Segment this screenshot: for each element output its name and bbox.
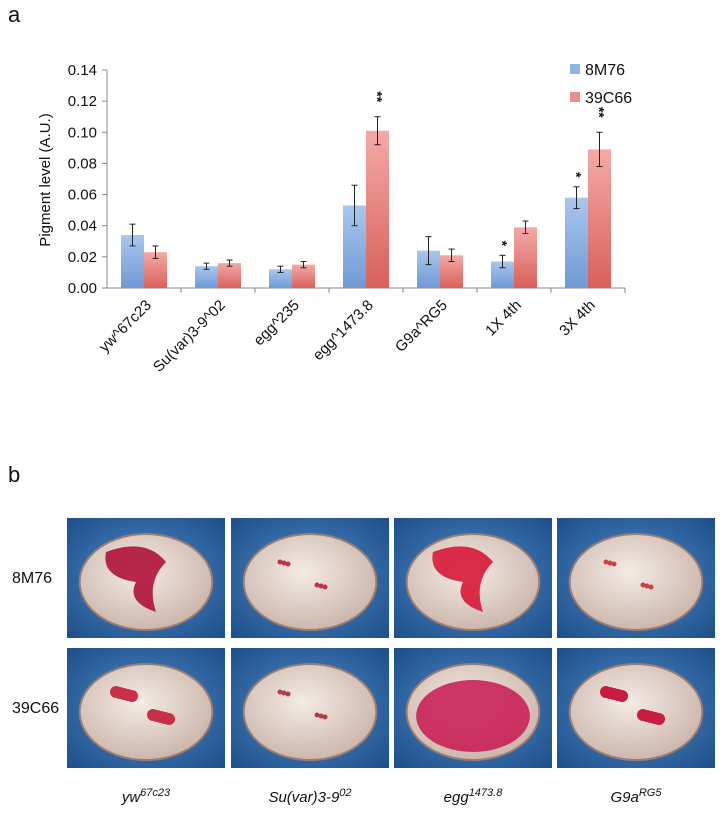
pigment bbox=[285, 691, 291, 697]
eye-image bbox=[394, 648, 552, 768]
eye-image bbox=[557, 648, 715, 768]
pigment bbox=[277, 559, 283, 565]
y-tick-label: 0.02 bbox=[68, 249, 97, 266]
x-tick-label: Su(var)3-9^02 bbox=[150, 297, 229, 376]
pigment bbox=[314, 582, 320, 588]
pigment bbox=[163, 713, 175, 725]
pigment bbox=[640, 582, 646, 588]
pigment bbox=[318, 713, 324, 719]
legend-label: 39C66 bbox=[585, 90, 632, 107]
bar bbox=[121, 235, 144, 288]
x-tick-label: G9a^RG5 bbox=[392, 297, 451, 356]
legend-swatch bbox=[570, 64, 580, 74]
bar bbox=[565, 197, 588, 288]
pigment bbox=[603, 559, 609, 565]
pigment bbox=[322, 714, 328, 720]
x-tick-label: 3X 4th bbox=[556, 297, 599, 340]
label-base: Su(var)3-9 bbox=[268, 789, 340, 806]
y-tick-label: 0.12 bbox=[68, 93, 97, 110]
bar bbox=[417, 250, 440, 288]
eye-image bbox=[557, 518, 715, 638]
label-base: G9a bbox=[611, 789, 639, 806]
y-tick-label: 0.08 bbox=[68, 155, 97, 172]
bar bbox=[144, 252, 167, 288]
bar bbox=[366, 130, 389, 288]
pigment bbox=[126, 690, 138, 702]
pigment bbox=[314, 712, 320, 718]
bar bbox=[269, 269, 292, 288]
significance: ** bbox=[592, 107, 608, 118]
bar bbox=[343, 205, 366, 288]
significance: * bbox=[495, 241, 511, 247]
pigment bbox=[322, 584, 328, 590]
eye-image bbox=[67, 648, 225, 768]
pigment bbox=[607, 560, 613, 566]
bar bbox=[218, 263, 241, 288]
x-tick-label: yw^67c23 bbox=[96, 297, 155, 356]
bar bbox=[292, 264, 315, 288]
eye bbox=[568, 533, 704, 631]
bar bbox=[588, 149, 611, 288]
row-label: 39C66 bbox=[12, 700, 59, 717]
column-label: Su(var)3-902 bbox=[268, 787, 351, 806]
pigment bbox=[281, 560, 287, 566]
pigment bbox=[105, 546, 166, 612]
y-tick-label: 0.10 bbox=[68, 124, 97, 141]
pigment bbox=[648, 584, 654, 590]
pigment bbox=[416, 680, 530, 752]
legend-swatch bbox=[570, 92, 580, 102]
bar bbox=[491, 261, 514, 288]
pigment bbox=[285, 561, 291, 567]
x-tick-label: egg^235 bbox=[250, 297, 302, 349]
eye-image bbox=[231, 648, 389, 768]
panel-label: a bbox=[8, 2, 21, 27]
x-tick-label: egg^1473.8 bbox=[310, 297, 377, 364]
pigment bbox=[653, 713, 665, 725]
column-label: egg1473.8 bbox=[444, 787, 504, 806]
label-superscript: 1473.8 bbox=[469, 787, 504, 799]
pigment bbox=[318, 583, 324, 589]
bar bbox=[514, 227, 537, 288]
label-base: yw bbox=[121, 789, 142, 806]
label-superscript: RG5 bbox=[639, 787, 663, 799]
x-tick-label: 1X 4th bbox=[482, 297, 525, 340]
pigment bbox=[616, 690, 628, 702]
label-superscript: 67c23 bbox=[140, 787, 171, 799]
significance: * bbox=[569, 172, 585, 178]
pigment bbox=[611, 561, 617, 567]
column-label: G9aRG5 bbox=[611, 787, 663, 806]
panel-label: b bbox=[8, 462, 20, 487]
legend-label: 8M76 bbox=[585, 62, 625, 79]
bar bbox=[195, 266, 218, 288]
y-tick-label: 0.14 bbox=[68, 62, 97, 79]
pigment bbox=[432, 546, 493, 612]
pigment bbox=[277, 689, 283, 695]
eye bbox=[242, 663, 378, 761]
column-label: yw67c23 bbox=[121, 787, 171, 806]
row-label: 8M76 bbox=[12, 570, 52, 587]
y-tick-label: 0.06 bbox=[68, 187, 97, 204]
y-tick-label: 0.00 bbox=[68, 280, 97, 297]
eye-image bbox=[67, 518, 225, 638]
eye bbox=[78, 663, 214, 761]
bar bbox=[440, 255, 463, 288]
eye bbox=[568, 663, 704, 761]
label-base: egg bbox=[444, 789, 470, 806]
label-superscript: 02 bbox=[339, 787, 351, 799]
y-tick-label: 0.04 bbox=[68, 218, 97, 235]
y-axis-label: Pigment level (A.U.) bbox=[37, 113, 54, 246]
pigment bbox=[644, 583, 650, 589]
significance: ** bbox=[370, 91, 386, 102]
eye bbox=[242, 533, 378, 631]
eye-image bbox=[394, 518, 552, 638]
pigment bbox=[281, 690, 287, 696]
eye-image bbox=[231, 518, 389, 638]
